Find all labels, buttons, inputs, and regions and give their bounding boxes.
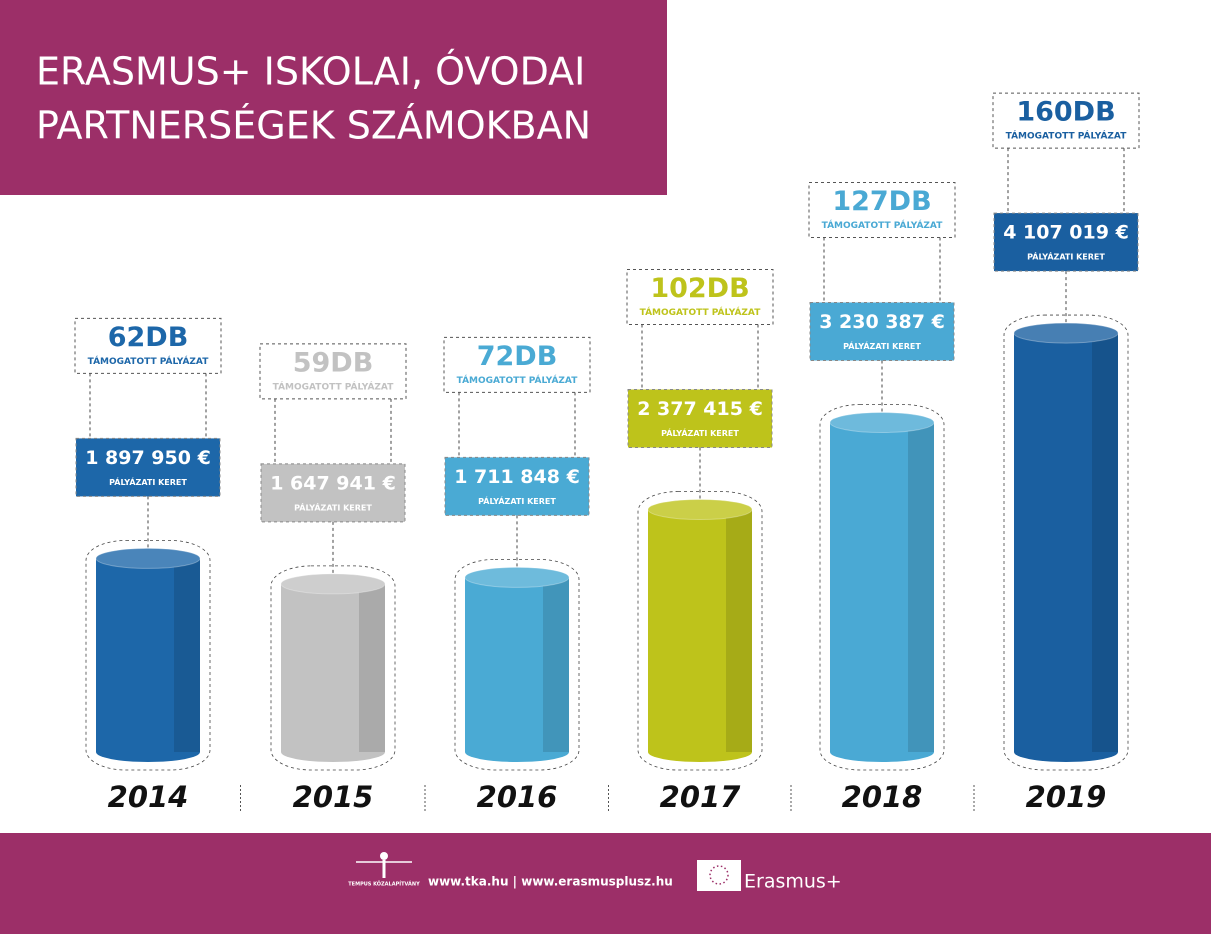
cylinder-top (280, 573, 386, 595)
count-caption: TÁMOGATOTT PÁLYÁZAT (1006, 130, 1128, 142)
cylinder-top-shade (1014, 323, 1118, 344)
bar (648, 509, 752, 752)
count-caption: TÁMOGATOTT PÁLYÁZAT (88, 355, 210, 367)
funding-label: 1 711 848 € (454, 466, 580, 488)
count-label: 127DB (832, 186, 931, 217)
x-tick-label: 2014 (108, 780, 189, 814)
funding-box (993, 212, 1139, 272)
cylinder-outline (1003, 314, 1129, 771)
cylinder-shade (726, 509, 752, 752)
bar (830, 422, 934, 752)
count-box (443, 336, 591, 393)
cylinder-top-shade (465, 567, 569, 588)
count-label: 62DB (108, 322, 189, 353)
funding-caption: PÁLYÁZATI KERET (661, 427, 739, 438)
cylinder-shade (1092, 333, 1118, 752)
funding-label: 1 897 950 € (85, 447, 211, 469)
cylinder-top (95, 547, 201, 569)
count-label: 102DB (650, 273, 749, 304)
cylinder-top (464, 566, 570, 588)
cylinder-outline (85, 540, 211, 771)
cylinder-shade (359, 583, 385, 752)
cylinder-shade (174, 558, 200, 752)
funding-label: 3 230 387 € (819, 311, 945, 333)
cylinder-top (647, 499, 753, 521)
funding-caption: PÁLYÁZATI KERET (294, 501, 372, 512)
count-caption: TÁMOGATOTT PÁLYÁZAT (822, 219, 944, 231)
cylinder-outline (270, 565, 396, 771)
cylinder-top (829, 412, 935, 434)
cylinder-outline (637, 491, 763, 771)
cylinder-shade (543, 577, 569, 752)
count-box (74, 317, 222, 374)
x-tick-label: 2017 (660, 780, 742, 814)
count-box (259, 343, 407, 400)
count-caption: TÁMOGATOTT PÁLYÁZAT (640, 306, 762, 318)
funding-label: 2 377 415 € (637, 398, 763, 420)
funding-caption: PÁLYÁZATI KERET (478, 495, 556, 506)
funding-box (444, 456, 590, 516)
bar (1014, 333, 1118, 752)
count-label: 59DB (293, 347, 374, 378)
funding-box (260, 463, 406, 523)
funding-label: 4 107 019 € (1003, 222, 1129, 244)
title-line: ERASMUS+ ISKOLAI, ÓVODAI (36, 50, 585, 94)
footer-org: TEMPUS KÖZALAPÍTVÁNY (348, 880, 420, 888)
funding-caption: PÁLYÁZATI KERET (843, 340, 921, 351)
cylinder-outline (454, 558, 580, 771)
tempus-logo (356, 852, 412, 878)
cylinder-top-shade (281, 573, 385, 594)
count-box (992, 92, 1140, 149)
footer-links: www.tka.hu | www.erasmusplusz.hu (428, 875, 673, 889)
cylinder-shade (908, 422, 934, 752)
bar (96, 558, 200, 752)
cylinder-top (1013, 322, 1119, 344)
bar (281, 583, 385, 752)
funding-box (809, 302, 955, 362)
count-label: 160DB (1016, 97, 1115, 128)
x-tick-label: 2018 (842, 780, 923, 814)
cylinder-top-shade (648, 499, 752, 520)
funding-label: 1 647 941 € (270, 472, 396, 494)
cylinder-top-shade (96, 548, 200, 569)
cylinder-top-shade (830, 412, 934, 433)
cylinder-outline (819, 404, 945, 771)
eu-stars (709, 865, 729, 885)
funding-box (627, 389, 773, 449)
count-box (808, 182, 956, 239)
title-line: PARTNERSÉGEK SZÁMOKBAN (36, 104, 591, 148)
bar (465, 577, 569, 752)
funding-caption: PÁLYÁZATI KERET (1027, 251, 1105, 262)
x-tick-label: 2015 (293, 780, 374, 814)
count-box (626, 269, 774, 326)
x-tick-label: 2016 (477, 780, 558, 814)
eu-flag (697, 860, 741, 891)
funding-caption: PÁLYÁZATI KERET (109, 476, 187, 487)
x-tick-label: 2019 (1026, 780, 1107, 814)
header-band (0, 0, 667, 195)
footer-brand: Erasmus+ (744, 871, 842, 893)
count-caption: TÁMOGATOTT PÁLYÁZAT (273, 380, 395, 392)
count-label: 72DB (477, 341, 558, 372)
funding-box (75, 437, 221, 497)
count-caption: TÁMOGATOTT PÁLYÁZAT (457, 374, 579, 386)
footer-band (0, 833, 1211, 934)
